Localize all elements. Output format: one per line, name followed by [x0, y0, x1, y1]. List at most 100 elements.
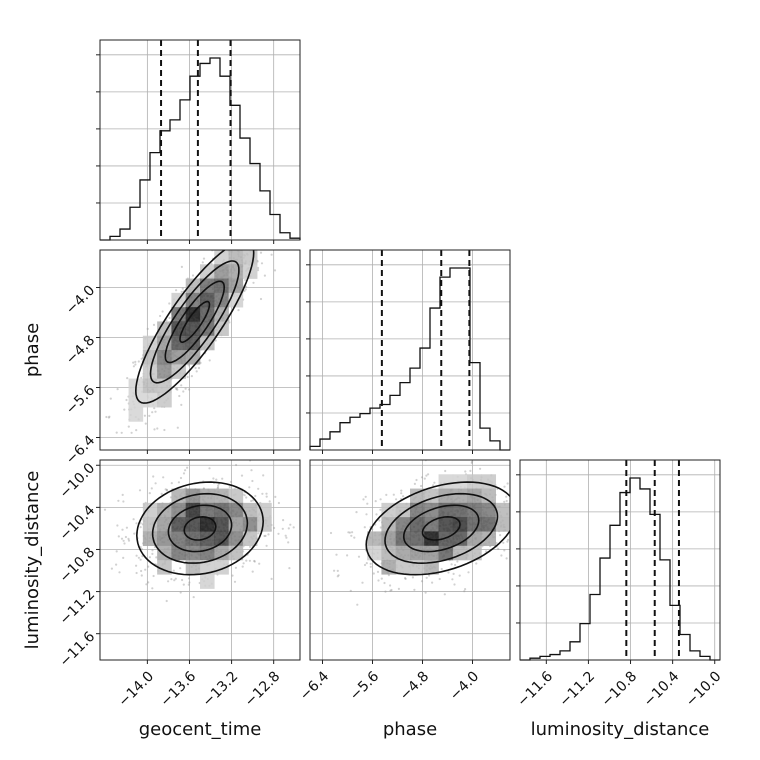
sample-point — [261, 492, 264, 495]
sample-point — [137, 556, 140, 559]
sample-point — [529, 526, 531, 528]
sample-point — [182, 390, 185, 393]
sample-point — [525, 500, 527, 502]
sample-point — [536, 572, 538, 574]
sample-point — [525, 519, 527, 521]
sample-point — [135, 554, 138, 557]
sample-point — [144, 422, 147, 425]
sample-point — [135, 571, 138, 575]
y-tick-label-luminosity_distance-0: −11.6 — [57, 629, 99, 671]
density-cell — [410, 488, 425, 504]
sample-point — [464, 588, 467, 591]
x-tick-label-geocent_time-2: −13.2 — [200, 668, 242, 710]
sample-point — [447, 571, 450, 574]
sample-point — [133, 532, 136, 535]
sample-point — [115, 550, 118, 553]
sample-point — [243, 242, 245, 244]
sample-point — [376, 570, 380, 574]
sample-point — [218, 246, 220, 248]
sample-point — [349, 589, 352, 592]
sample-point — [180, 265, 183, 268]
sample-point — [217, 484, 220, 487]
sample-point — [137, 360, 140, 363]
sample-point — [162, 476, 165, 479]
sample-point — [454, 563, 457, 567]
sample-point — [514, 496, 516, 498]
sample-point — [139, 526, 142, 529]
y-axis-label-phase: phase — [22, 323, 43, 377]
sample-point — [190, 375, 193, 378]
sample-point — [528, 479, 530, 481]
density-cell — [481, 517, 497, 532]
joint-content-2 — [310, 460, 538, 660]
x-tick-label-geocent_time-3: −12.8 — [242, 668, 284, 710]
density-cell — [214, 531, 229, 547]
sample-point — [282, 519, 285, 522]
x-tick-label-phase-3: −4.0 — [447, 668, 482, 703]
sample-point — [238, 246, 240, 248]
contour-level-2 — [151, 492, 249, 564]
sample-point — [115, 563, 118, 566]
sample-point — [244, 278, 247, 282]
density-cell — [438, 474, 454, 489]
sample-point — [192, 596, 195, 599]
sample-point — [159, 314, 162, 318]
joint-content-1 — [94, 460, 300, 660]
sample-point — [127, 537, 130, 541]
sample-point — [175, 387, 178, 390]
sample-point — [379, 526, 382, 529]
x-tick-label-luminosity_distance-4: −10.0 — [683, 668, 725, 710]
density-cell — [410, 517, 425, 532]
density-cell — [128, 392, 144, 408]
sample-point — [530, 545, 532, 547]
sample-point — [257, 266, 260, 270]
density-cell — [171, 350, 187, 365]
sample-point — [253, 559, 256, 563]
sample-point — [259, 223, 261, 225]
sample-point — [202, 257, 206, 260]
sample-point — [400, 492, 403, 495]
sample-point — [235, 242, 237, 244]
sample-point — [140, 574, 143, 577]
hist-panel-phase — [306, 249, 511, 454]
sample-point — [335, 553, 338, 556]
sample-point — [151, 411, 154, 414]
sample-point — [94, 573, 96, 575]
sample-point — [212, 477, 215, 480]
sample-point — [336, 575, 339, 578]
density-cell — [410, 531, 425, 547]
sample-point — [264, 236, 266, 238]
sample-point — [372, 572, 375, 575]
sample-point — [444, 469, 447, 473]
density-cell — [200, 560, 215, 575]
sample-point — [165, 599, 168, 603]
sample-point — [377, 579, 380, 582]
sample-point — [505, 495, 508, 498]
sample-point — [148, 492, 151, 495]
sample-point — [452, 572, 455, 576]
sample-point — [240, 474, 244, 477]
x-axis-label-geocent_time: geocent_time — [139, 719, 262, 740]
sample-point — [525, 530, 527, 532]
sample-point — [257, 487, 260, 490]
joint-frame-1 — [99, 459, 301, 661]
sample-point — [263, 274, 266, 277]
sample-point — [285, 536, 288, 539]
sample-point — [252, 281, 255, 284]
sample-point — [257, 532, 260, 535]
sample-point — [140, 357, 143, 360]
sample-point — [215, 478, 218, 481]
sample-point — [140, 548, 143, 551]
sample-point — [161, 310, 164, 313]
sample-point — [263, 230, 265, 232]
sample-point — [263, 534, 266, 538]
contour-level-1 — [167, 504, 233, 553]
sample-point — [175, 289, 178, 292]
sample-point — [155, 556, 158, 559]
sample-point — [506, 540, 509, 543]
sample-point — [281, 527, 284, 530]
sample-point — [440, 567, 443, 571]
x-tick-label-geocent_time-1: −13.6 — [158, 668, 200, 710]
sample-point — [264, 534, 267, 538]
sample-point — [132, 365, 135, 368]
